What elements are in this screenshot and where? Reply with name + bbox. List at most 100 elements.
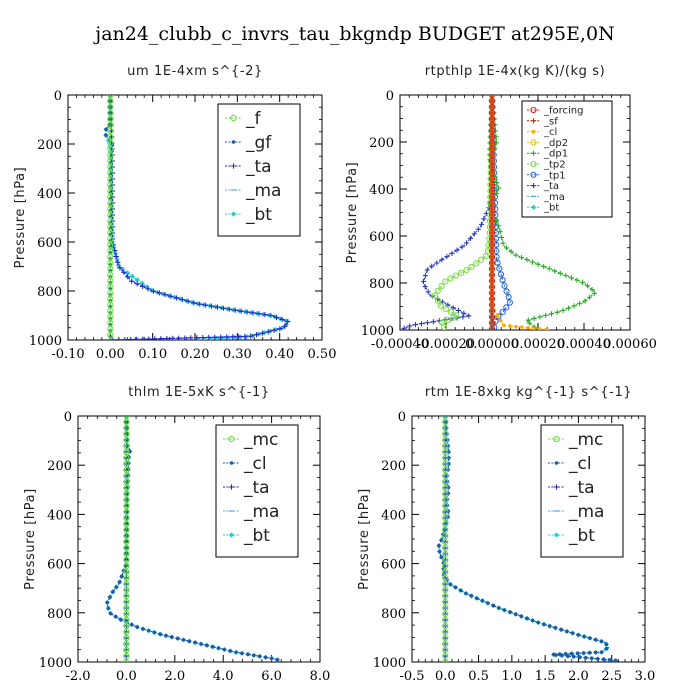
thlm-y-tick-label: 1000 — [39, 656, 72, 671]
rtpthlp-marker-dp1 — [565, 305, 572, 311]
rtm-marker-cl — [604, 642, 609, 647]
rtpthlp-marker-dp1 — [543, 312, 549, 318]
rtpthlp-marker-forcing — [488, 169, 496, 177]
um-marker-ta — [268, 312, 274, 319]
rtpthlp-marker-cl — [514, 324, 518, 329]
rtpthlp-marker-tp2 — [444, 317, 451, 324]
thlm-marker-cl — [170, 635, 174, 639]
um-panel-title: um 1E-4xm s^{-2} — [127, 64, 263, 79]
um-marker-ta — [194, 335, 200, 340]
rtm-marker-mc — [442, 508, 449, 516]
thlm-marker-cl — [199, 642, 203, 646]
rtpthlp-marker-dp1 — [582, 298, 588, 304]
rtpthlp-marker-dp1 — [560, 307, 566, 313]
um-marker-bt — [129, 273, 135, 279]
rtpthlp-legend-marker-cl — [531, 129, 536, 134]
rtm-marker-cl — [599, 650, 604, 654]
um-y-axis-label: Pressure [hPa] — [13, 167, 28, 269]
rtpthlp-marker-cl — [520, 325, 524, 329]
thlm-marker-cl — [114, 585, 119, 589]
um-marker-f — [107, 277, 114, 285]
rtpthlp-marker-ta — [461, 310, 467, 316]
rtm-marker-mc — [442, 418, 449, 426]
rtm-marker-cl — [613, 658, 618, 662]
rtm-marker-ta — [442, 659, 448, 662]
thlm-legend-label-mc: _mc — [243, 430, 278, 450]
rtm-x-tick-label: 0.5 — [468, 669, 489, 684]
thlm-marker-cl — [113, 614, 118, 619]
rtm-marker-cl — [588, 636, 592, 640]
rtpthlp-marker-cl — [508, 324, 512, 328]
rtm-marker-mc — [442, 556, 449, 564]
rtm-marker-mc — [442, 520, 449, 528]
rtpthlp-marker-ta — [420, 278, 427, 284]
rtm-marker-cl — [513, 612, 518, 617]
rtpthlp-marker-dp1 — [541, 263, 547, 270]
um-marker-ta — [236, 334, 242, 340]
um-marker-ta — [164, 335, 170, 340]
thlm-marker-mc — [123, 586, 130, 594]
rtpthlp-marker-ta — [454, 247, 460, 253]
rtm-marker-cl — [437, 543, 441, 548]
thlm-marker-cl — [119, 617, 123, 622]
um-marker-bt — [226, 335, 232, 340]
um-marker-ta — [188, 335, 194, 340]
um-marker-ta — [218, 334, 224, 340]
rtpthlp-marker-forcing — [488, 187, 496, 195]
rtm-marker-mc — [442, 514, 449, 522]
um-marker-gf — [108, 99, 113, 103]
rtpthlp-marker-forcing — [488, 271, 496, 279]
thlm-marker-cl — [193, 640, 197, 645]
rtm-marker-mc — [442, 580, 449, 588]
um-marker-ta — [173, 295, 180, 301]
um-marker-f — [107, 157, 114, 165]
rtpthlp-legend-box — [521, 100, 613, 218]
rtpthlp-marker-tp2 — [442, 306, 450, 313]
rtpthlp-y-tick-label: 600 — [369, 230, 394, 245]
thlm-legend-marker-mc — [228, 435, 235, 443]
rtpthlp-marker-ta — [475, 226, 481, 232]
rtpthlp-marker-dp1 — [548, 311, 555, 317]
um-marker-ta — [117, 265, 123, 271]
um-x-tick-label: 0.40 — [265, 347, 294, 362]
um-marker-f — [107, 331, 114, 339]
thlm-marker-cl — [135, 625, 140, 629]
um-marker-ta — [285, 318, 291, 325]
um-marker-f — [107, 211, 114, 219]
thlm-marker-mc — [123, 416, 130, 420]
thlm-marker-mc — [123, 640, 130, 648]
um-marker-f — [107, 313, 114, 321]
thlm-marker-cl — [240, 651, 244, 656]
rtpthlp-marker-forcing — [488, 157, 496, 165]
rtm-series-line-cl — [438, 416, 619, 662]
um-legend-label-gf: _gf — [245, 133, 272, 153]
thlm-marker-mc — [123, 580, 130, 588]
rtpthlp-marker-forcing — [488, 103, 496, 111]
thlm-marker-cl — [228, 649, 233, 653]
thlm-x-tick-label: 2.0 — [164, 669, 185, 684]
um-y-tick-label: 800 — [37, 285, 62, 300]
rtm-y-tick-label: 800 — [381, 607, 406, 622]
rtpthlp-marker-forcing — [488, 319, 496, 327]
rtpthlp-legend-label-ma: _ma — [543, 192, 565, 203]
rtpthlp-marker-dp1 — [518, 254, 525, 261]
thlm-marker-mc — [123, 568, 130, 576]
um-marker-bt — [134, 277, 140, 283]
rtm-marker-mc — [442, 490, 449, 498]
rtpthlp-marker-tp1 — [506, 299, 513, 306]
rtpthlp-marker-cl — [532, 326, 536, 330]
thlm-marker-cl — [175, 636, 180, 641]
rtpthlp-y-tick-label: 200 — [369, 136, 394, 151]
rtpthlp-marker-dp1 — [527, 320, 533, 326]
rtm-marker-mc — [442, 454, 449, 462]
rtm-marker-cl — [530, 618, 535, 623]
thlm-marker-cl — [222, 647, 227, 652]
um-marker-f — [107, 181, 114, 189]
rtm-y-tick-label: 1000 — [373, 656, 406, 671]
rtm-marker-mc — [442, 538, 449, 546]
rtpthlp-marker-ta — [434, 260, 440, 266]
rtpthlp-marker-ta — [460, 314, 466, 320]
um-marker-ta — [265, 329, 271, 335]
rtpthlp-marker-tp1 — [492, 318, 499, 325]
um-marker-ta — [121, 269, 127, 275]
